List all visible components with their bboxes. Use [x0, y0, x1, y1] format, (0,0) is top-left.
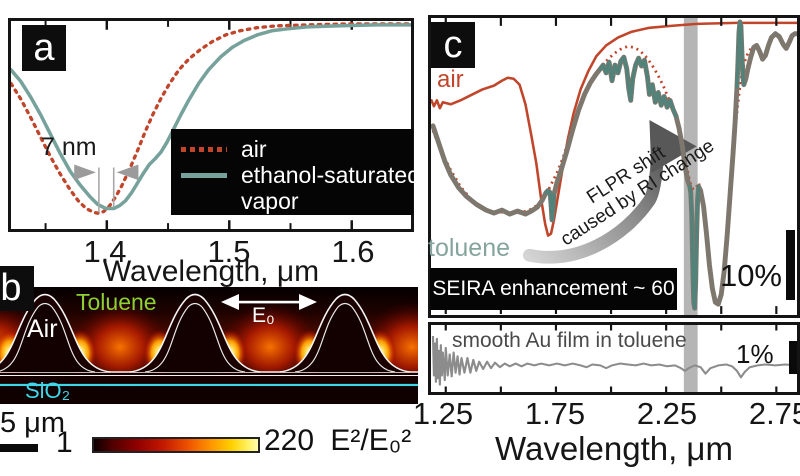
- colorbar-min-label: 1: [56, 426, 73, 459]
- smooth-au-trace: [431, 335, 797, 386]
- field-map-canvas: [0, 287, 464, 404]
- toluene-curve-label: toluene: [428, 234, 511, 262]
- panel-c-ticks: [444, 18, 778, 315]
- air-region-label: Air: [27, 315, 58, 343]
- e0-field-label: E₀: [252, 304, 275, 327]
- panel-c-bottom-canvas: [431, 325, 797, 392]
- a-xaxis-title: Wavelength, μm: [102, 255, 320, 288]
- c-xaxis-title: Wavelength, μm: [495, 430, 733, 467]
- scale-10pct-bar: [786, 230, 795, 300]
- c-xtick-2.75: 2.75: [748, 396, 800, 431]
- panel-a-tag: a: [22, 25, 66, 71]
- sio2-region-label: SiO₂: [25, 378, 71, 403]
- legend-item-air: air: [181, 136, 403, 162]
- legend-item-vapor: ethanol-saturated: [181, 162, 420, 188]
- scale-bar: [0, 444, 38, 452]
- e0-polarization-arrow-icon: [221, 294, 317, 310]
- shift-indicator: [74, 164, 139, 213]
- air-line-sample-icon: [181, 146, 227, 152]
- panel-b-field-map: [0, 287, 464, 404]
- scale-bar-label: 5 μm: [0, 407, 66, 439]
- vapor-line-sample-icon: [181, 172, 227, 178]
- shift-arrow-right-icon: [116, 164, 139, 181]
- c-xtick-1.75: 1.75: [524, 396, 586, 431]
- panel-c-plot-top: [428, 15, 800, 318]
- legend-label-vapor-1: ethanol-saturated: [241, 161, 421, 188]
- panel-c-canvas: [431, 18, 797, 315]
- substrate-region: [0, 386, 418, 404]
- c-xtick-1.25: 1.25: [412, 396, 474, 431]
- highlight-band-bottom: [683, 325, 698, 392]
- a-xtick-1.5: 1.5: [207, 234, 251, 269]
- toluene-region-label: Toluene: [76, 289, 157, 315]
- ridges: [0, 293, 411, 373]
- scale-10pct-label: 10%: [719, 258, 782, 293]
- colorbar-max-label: 220 E²/E₀²: [264, 424, 411, 458]
- flpr-shift-arrow-icon: [522, 119, 697, 264]
- fit-envelope-curve-c: [431, 45, 753, 304]
- legend-item-vapor-2: vapor: [181, 188, 403, 214]
- vapor-curve-a: [11, 23, 411, 211]
- colorbar-unit: E²/E₀²: [330, 424, 412, 457]
- legend: air ethanol-saturated vapor: [171, 129, 420, 215]
- panel-c-plot-bottom: [428, 322, 800, 395]
- legend-label-air: air: [241, 135, 267, 162]
- legend-spacer: [181, 199, 227, 204]
- colorbar: [92, 437, 260, 453]
- panel-b-tag: b: [0, 266, 34, 311]
- panel-c-tag: c: [431, 22, 475, 68]
- scale-1pct-label: 1%: [736, 339, 774, 369]
- reference-trace-label: smooth Au film in toluene: [452, 329, 687, 352]
- shift-arrow-left-icon: [74, 164, 96, 181]
- panel-c-bottom-ticks: [444, 325, 778, 392]
- legend-label-vapor-2: vapor: [241, 187, 299, 214]
- panel-a-canvas: [11, 21, 411, 229]
- scale-1pct-bar: [789, 341, 797, 374]
- toluene-absorption-segments: [544, 20, 746, 310]
- colorbar-max-value: 220: [264, 424, 315, 457]
- c-xtick-2.25: 2.25: [636, 396, 698, 431]
- a-xtick-1.6: 1.6: [331, 234, 375, 269]
- air-curve-label: air: [437, 66, 464, 93]
- shift-annotation: 7 nm: [41, 133, 97, 161]
- seira-enhancement-label: SEIRA enhancement ~ 60: [430, 268, 677, 310]
- a-xtick-1.4: 1.4: [83, 234, 127, 269]
- panel-a-plot: 7 nm air ethanol-saturated vapor: [8, 18, 420, 232]
- air-curve-c: [431, 21, 797, 237]
